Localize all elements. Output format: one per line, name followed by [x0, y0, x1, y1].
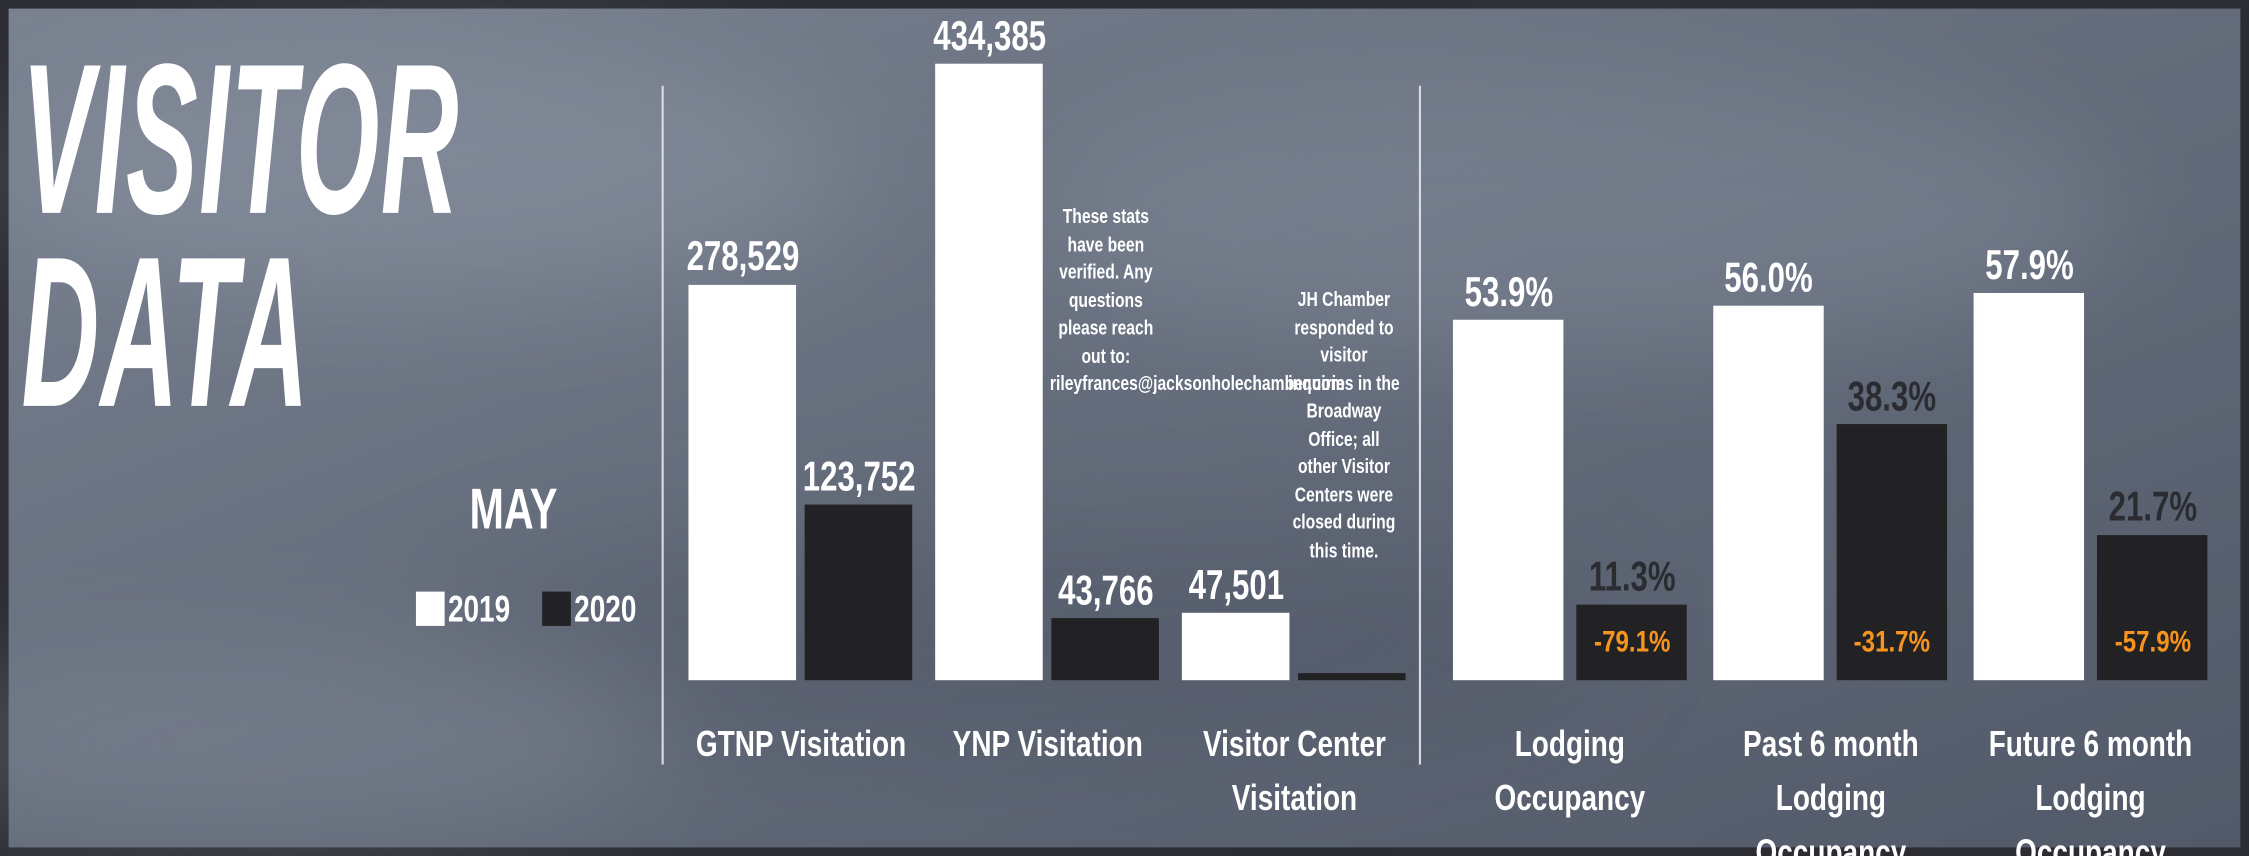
- change-label: -79.1%: [1593, 625, 1670, 659]
- bar: [688, 284, 797, 681]
- bar: [1713, 305, 1824, 681]
- value-label: 434,385: [932, 13, 1046, 60]
- note: JH Chamber responded to visitor inquirie…: [1288, 287, 1400, 561]
- bar: [804, 504, 913, 681]
- category-label: Lodging Occupancy: [1494, 724, 1646, 819]
- category-label: GTNP Visitation: [695, 724, 906, 765]
- value-label: 56.0%: [1724, 255, 1813, 302]
- bar: [1452, 319, 1564, 681]
- bar: [2096, 535, 2208, 681]
- legend-swatch: [542, 591, 571, 626]
- bar: [1298, 673, 1406, 681]
- value-label: 123,752: [802, 454, 915, 501]
- value-label: 53.9%: [1463, 269, 1553, 316]
- bar: [1576, 604, 1687, 681]
- legend-label: 2020: [574, 587, 637, 631]
- legend-label: 2019: [447, 587, 511, 631]
- legend-swatch: [415, 591, 445, 626]
- value-label: 11.3%: [1588, 554, 1675, 601]
- category-label: Visitor Center Visitation: [1202, 724, 1386, 819]
- bar: [1051, 618, 1159, 681]
- category-label: YNP Visitation: [951, 724, 1143, 765]
- change-label: -31.7%: [1853, 625, 1931, 659]
- title: VISITOR DATA: [21, 18, 460, 452]
- bar: [1181, 612, 1290, 681]
- bar: [1973, 292, 2085, 681]
- category-label: Past 6 month Lodging Occupancy: [1742, 724, 1918, 856]
- note: These stats have been verified. Any ques…: [1050, 204, 1345, 394]
- value-label: 21.7%: [2107, 485, 2197, 531]
- value-label: 47,501: [1187, 562, 1284, 609]
- value-label: 57.9%: [1984, 243, 2074, 289]
- change-label: -57.9%: [2113, 625, 2191, 659]
- value-label: 278,529: [685, 235, 799, 281]
- bar: [935, 63, 1043, 681]
- category-label: Future 6 month Lodging Occupancy: [1988, 724, 2193, 856]
- month: MAY: [469, 478, 558, 542]
- value-label: 43,766: [1057, 568, 1153, 614]
- value-label: 38.3%: [1847, 374, 1937, 420]
- bar: [1836, 424, 1948, 681]
